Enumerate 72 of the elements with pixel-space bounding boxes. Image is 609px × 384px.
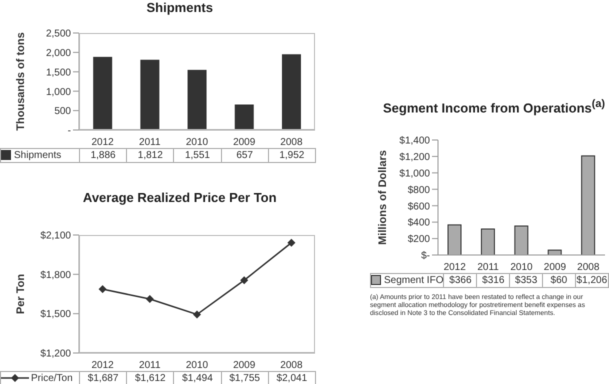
y-tick-label: $400 bbox=[408, 218, 430, 229]
x-tick-label: 2011 bbox=[477, 262, 500, 274]
point bbox=[287, 238, 296, 247]
point bbox=[193, 310, 201, 318]
bar bbox=[234, 104, 254, 130]
y-tick-label: $200 bbox=[408, 234, 430, 246]
y-tick-label: $1,200 bbox=[40, 348, 72, 360]
data-label: $1,687 bbox=[80, 372, 127, 384]
data-label: 1,886 bbox=[80, 148, 127, 162]
data-label: $353 bbox=[510, 274, 543, 288]
x-tick-label: 2008 bbox=[280, 360, 303, 372]
data-label: $366 bbox=[444, 274, 477, 288]
y-tick-label: $1,500 bbox=[40, 309, 72, 320]
x-tick-label: 2012 bbox=[444, 262, 466, 274]
y-tick-label: $1,000 bbox=[399, 168, 430, 180]
y-tick-label: $1,800 bbox=[40, 270, 72, 281]
data-label: 1,952 bbox=[268, 148, 316, 162]
x-tick-label: 2010 bbox=[186, 137, 209, 148]
x-tick-label: 2010 bbox=[186, 360, 209, 372]
bar bbox=[480, 228, 495, 255]
bar bbox=[188, 70, 207, 130]
y-axis-title: Millions of Dollars bbox=[376, 150, 389, 245]
data-label: $60 bbox=[542, 274, 576, 288]
data-label: $1,755 bbox=[221, 372, 268, 384]
x-tick-label: 2012 bbox=[91, 360, 114, 372]
bar bbox=[548, 250, 562, 255]
y-tick-label: $800 bbox=[408, 184, 430, 196]
bar bbox=[581, 155, 596, 255]
chart-title: Average Realized Price Per Ton bbox=[82, 190, 278, 207]
x-tick-label: 2009 bbox=[233, 137, 256, 148]
y-axis-title: Per Ton bbox=[14, 274, 27, 314]
data-label: 1,812 bbox=[126, 148, 174, 162]
chart-title: Segment Income from Operations$^{(a)}$ bbox=[382, 98, 606, 118]
y-tick-label: $2,100 bbox=[40, 230, 72, 242]
y-tick-label: 2,000 bbox=[46, 48, 72, 59]
y-tick-label: - bbox=[68, 126, 71, 137]
legend-label: Shipments bbox=[0, 148, 80, 162]
x-tick-label: 2008 bbox=[280, 137, 303, 148]
legend-label: Segment IFO bbox=[370, 274, 444, 288]
x-tick-label: 2009 bbox=[544, 262, 566, 274]
bar bbox=[282, 54, 301, 130]
x-tick-label: 2011 bbox=[139, 137, 161, 148]
x-tick-label: 2009 bbox=[233, 360, 256, 372]
data-label: 1,551 bbox=[174, 148, 222, 162]
point bbox=[240, 276, 248, 284]
point bbox=[98, 285, 107, 294]
data-label: $316 bbox=[476, 274, 510, 288]
bar bbox=[514, 226, 528, 255]
data-label: $1,494 bbox=[174, 372, 222, 384]
point bbox=[146, 294, 154, 303]
chart-title: Shipments bbox=[146, 0, 214, 17]
x-tick-label: 2010 bbox=[510, 262, 534, 274]
y-tick-label: $1,200 bbox=[399, 152, 430, 163]
legend-label: Price/Ton bbox=[0, 372, 80, 384]
y-tick-label: 1,500 bbox=[46, 67, 72, 78]
x-tick-label: 2012 bbox=[91, 137, 114, 148]
y-tick-label: $- bbox=[421, 250, 430, 262]
y-tick-label: 1,000 bbox=[46, 86, 72, 98]
bar bbox=[448, 224, 462, 255]
data-label: $1,612 bbox=[126, 372, 174, 384]
y-tick-label: 2,500 bbox=[46, 28, 72, 40]
data-label: 657 bbox=[221, 148, 268, 162]
data-label: $1,206 bbox=[575, 274, 608, 288]
y-tick-label: $600 bbox=[408, 201, 430, 212]
bar bbox=[93, 56, 112, 130]
data-label: $2,041 bbox=[268, 372, 316, 384]
x-tick-label: 2008 bbox=[577, 262, 600, 274]
y-tick-label: $1,400 bbox=[399, 136, 430, 147]
x-tick-label: 2011 bbox=[139, 360, 161, 372]
y-axis-title: Thousands of tons bbox=[14, 32, 27, 131]
y-tick-label: 500 bbox=[54, 106, 72, 118]
bar bbox=[140, 60, 160, 130]
